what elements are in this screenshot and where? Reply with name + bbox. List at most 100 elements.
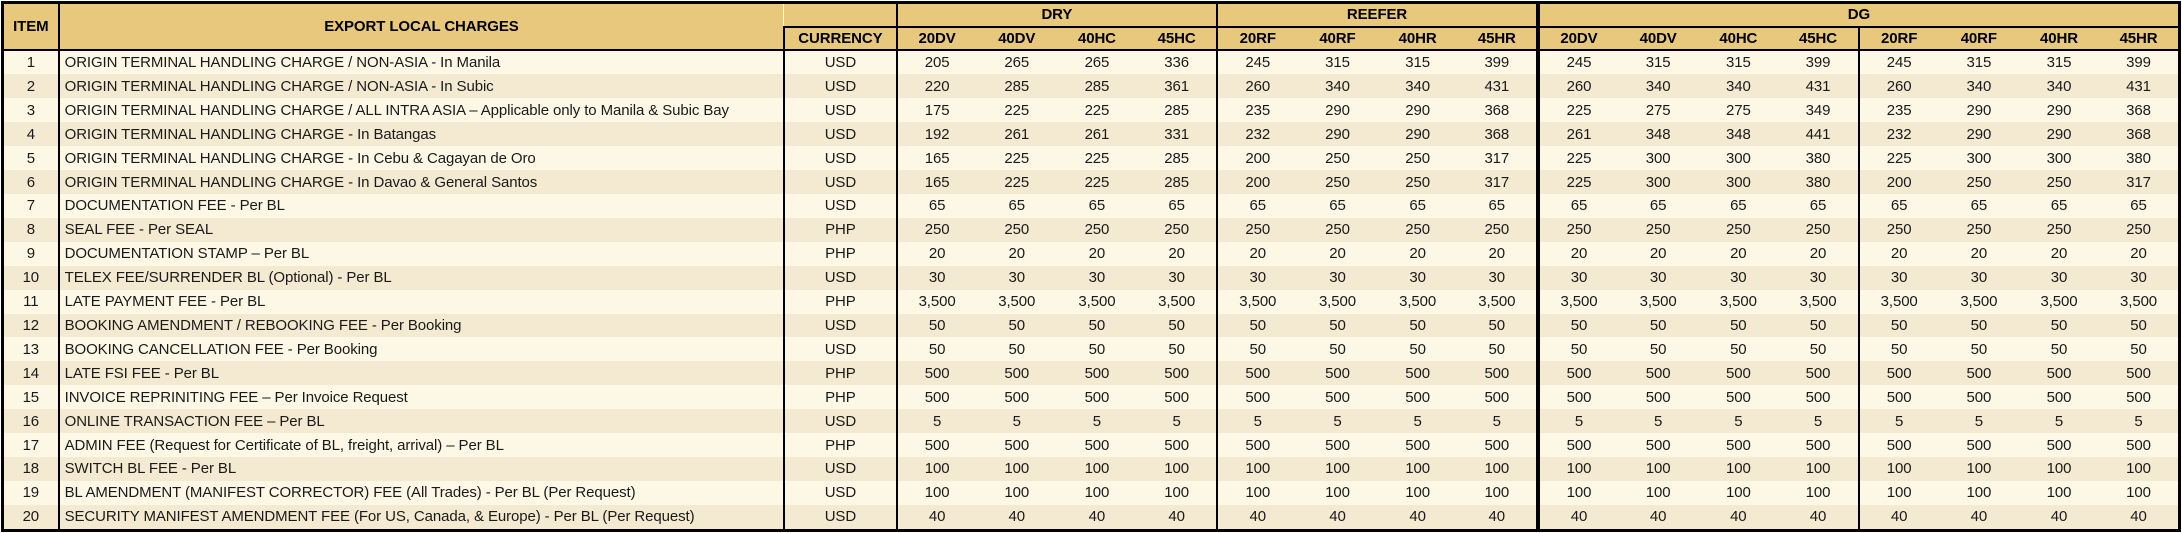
value-cell: 65 xyxy=(1216,193,1298,218)
table-row: 15 INVOICE REPRINITING FEE – Per Invoice … xyxy=(2,385,2180,410)
value-cell: 250 xyxy=(1857,217,1939,242)
value-cell: 290 xyxy=(1325,125,1350,143)
item-cell: 4 xyxy=(2,122,60,147)
currency-header-spacer xyxy=(784,2,897,28)
charge-description-cell: ORIGIN TERMINAL HANDLING CHARGE - In Dav… xyxy=(58,170,786,194)
value-cell: 500 xyxy=(1484,388,1510,406)
value-cell: 348 xyxy=(1725,125,1751,143)
value-cell: 30 xyxy=(1329,269,1346,287)
value-cell: 225 xyxy=(1004,173,1030,191)
value-cell: 50 xyxy=(1168,340,1185,358)
value-cell: 192 xyxy=(924,125,950,143)
value-cell: 500 xyxy=(1805,436,1831,454)
charge-description-cell: ORIGIN TERMINAL HANDLING CHARGE - In Ceb… xyxy=(58,146,786,171)
value-cell: 250 xyxy=(2046,221,2072,239)
value-cell: 65 xyxy=(1730,197,1747,215)
value-cell: 65 xyxy=(1168,197,1185,215)
value-cell: 500 xyxy=(1216,433,1298,457)
value-cell: 232 xyxy=(1857,122,1939,147)
column-header-dg-20rf: 20RF xyxy=(1857,26,1939,51)
value-cell: 100 xyxy=(2126,460,2151,478)
value-cell: 315 xyxy=(2046,53,2072,71)
value-cell: 220 xyxy=(924,77,950,95)
value-cell: 40 xyxy=(1088,508,1106,526)
charge-description-cell: INVOICE REPRINITING FEE – Per Invoice Re… xyxy=(58,385,786,410)
value-cell: 20 xyxy=(1730,245,1747,263)
value-cell: 500 xyxy=(2046,364,2072,382)
value-cell: 500 xyxy=(1645,436,1671,454)
charge-description-cell: DOCUMENTATION STAMP – Per BL xyxy=(58,241,786,266)
table-row: 17 ADMIN FEE (Request for Certificate of … xyxy=(2,433,2180,457)
value-cell: 50 xyxy=(1008,316,1026,334)
value-cell: 50 xyxy=(1409,340,1426,358)
value-cell: 261 xyxy=(1084,125,1110,143)
value-cell: 290 xyxy=(1405,125,1430,143)
value-cell: 20 xyxy=(1649,245,1667,263)
column-header-reefer-40rf: 40RF xyxy=(1297,26,1378,51)
value-cell: 3,500 xyxy=(1318,293,1356,311)
value-cell: 285 xyxy=(1004,77,1030,95)
value-cell: 165 xyxy=(924,173,950,191)
value-cell: 100 xyxy=(1405,460,1430,478)
value-cell: 3,500 xyxy=(1960,293,1998,311)
value-cell: 232 xyxy=(1216,122,1298,147)
value-cell: 50 xyxy=(1730,316,1747,334)
column-header-dg-40rf: 40RF xyxy=(1938,26,2019,51)
value-cell: 40 xyxy=(1409,508,1426,526)
value-cell: 65 xyxy=(1970,197,1988,215)
table-header: ITEM EXPORT LOCAL CHARGES DRY REEFER DG … xyxy=(2,2,2180,51)
group-header-dry: DRY xyxy=(895,2,1218,28)
table-row: 2 ORIGIN TERMINAL HANDLING CHARGE / NON-A… xyxy=(2,74,2180,99)
value-cell: 200 xyxy=(1216,146,1298,171)
currency-column-header: CURRENCY xyxy=(783,26,897,51)
value-cell: 500 xyxy=(1535,385,1619,410)
value-cell: 300 xyxy=(2046,149,2072,167)
value-cell: 348 xyxy=(1645,125,1671,143)
column-header-dg-45hr: 45HR xyxy=(2099,26,2180,51)
value-cell: 290 xyxy=(1966,101,1992,119)
value-cell: 5 xyxy=(1734,412,1743,430)
value-cell: 100 xyxy=(1725,460,1751,478)
value-cell: 100 xyxy=(1857,480,1939,505)
value-cell: 500 xyxy=(1164,364,1189,382)
value-cell: 500 xyxy=(1084,364,1110,382)
value-cell: 225 xyxy=(1084,101,1110,119)
item-cell: 11 xyxy=(2,289,60,314)
value-cell: 5 xyxy=(1333,412,1342,430)
value-cell: 30 xyxy=(1970,269,1988,287)
value-cell: 65 xyxy=(1488,197,1506,215)
item-cell: 7 xyxy=(2,193,60,218)
value-cell: 100 xyxy=(1216,456,1298,481)
value-cell: 100 xyxy=(2046,484,2072,502)
value-cell: 50 xyxy=(1409,316,1426,334)
charge-description-cell: ORIGIN TERMINAL HANDLING CHARGE / ALL IN… xyxy=(58,98,786,123)
value-cell: 5 xyxy=(1092,412,1102,430)
item-cell: 10 xyxy=(2,265,60,290)
value-cell: 20 xyxy=(1409,245,1426,263)
value-cell: 20 xyxy=(2130,245,2147,263)
value-cell: 225 xyxy=(1535,146,1619,171)
value-cell: 40 xyxy=(1535,504,1619,531)
value-cell: 50 xyxy=(1857,337,1939,362)
item-cell: 8 xyxy=(2,217,60,242)
value-cell: 250 xyxy=(1966,221,1992,239)
column-header-reefer-20rf: 20RF xyxy=(1216,26,1298,51)
currency-cell: USD xyxy=(784,74,898,99)
value-cell: 380 xyxy=(2126,149,2151,167)
value-cell: 500 xyxy=(1084,388,1110,406)
value-cell: 3,500 xyxy=(1078,293,1116,311)
table-row: 1 ORIGIN TERMINAL HANDLING CHARGE / NON-A… xyxy=(2,49,2180,75)
charge-description-cell: LATE PAYMENT FEE - Per BL xyxy=(58,289,786,314)
value-cell: 65 xyxy=(1329,197,1346,215)
value-cell: 100 xyxy=(1725,484,1751,502)
value-cell: 399 xyxy=(2126,53,2151,71)
value-cell: 50 xyxy=(1488,316,1506,334)
value-cell: 20 xyxy=(928,245,946,263)
value-cell: 250 xyxy=(1535,217,1619,242)
item-column-header: ITEM xyxy=(2,2,60,51)
charge-description-cell: SECURITY MANIFEST AMENDMENT FEE (For US,… xyxy=(58,504,786,531)
value-cell: 50 xyxy=(1809,340,1827,358)
value-cell: 40 xyxy=(2050,508,2068,526)
value-cell: 500 xyxy=(1164,436,1189,454)
value-cell: 20 xyxy=(1088,245,1106,263)
